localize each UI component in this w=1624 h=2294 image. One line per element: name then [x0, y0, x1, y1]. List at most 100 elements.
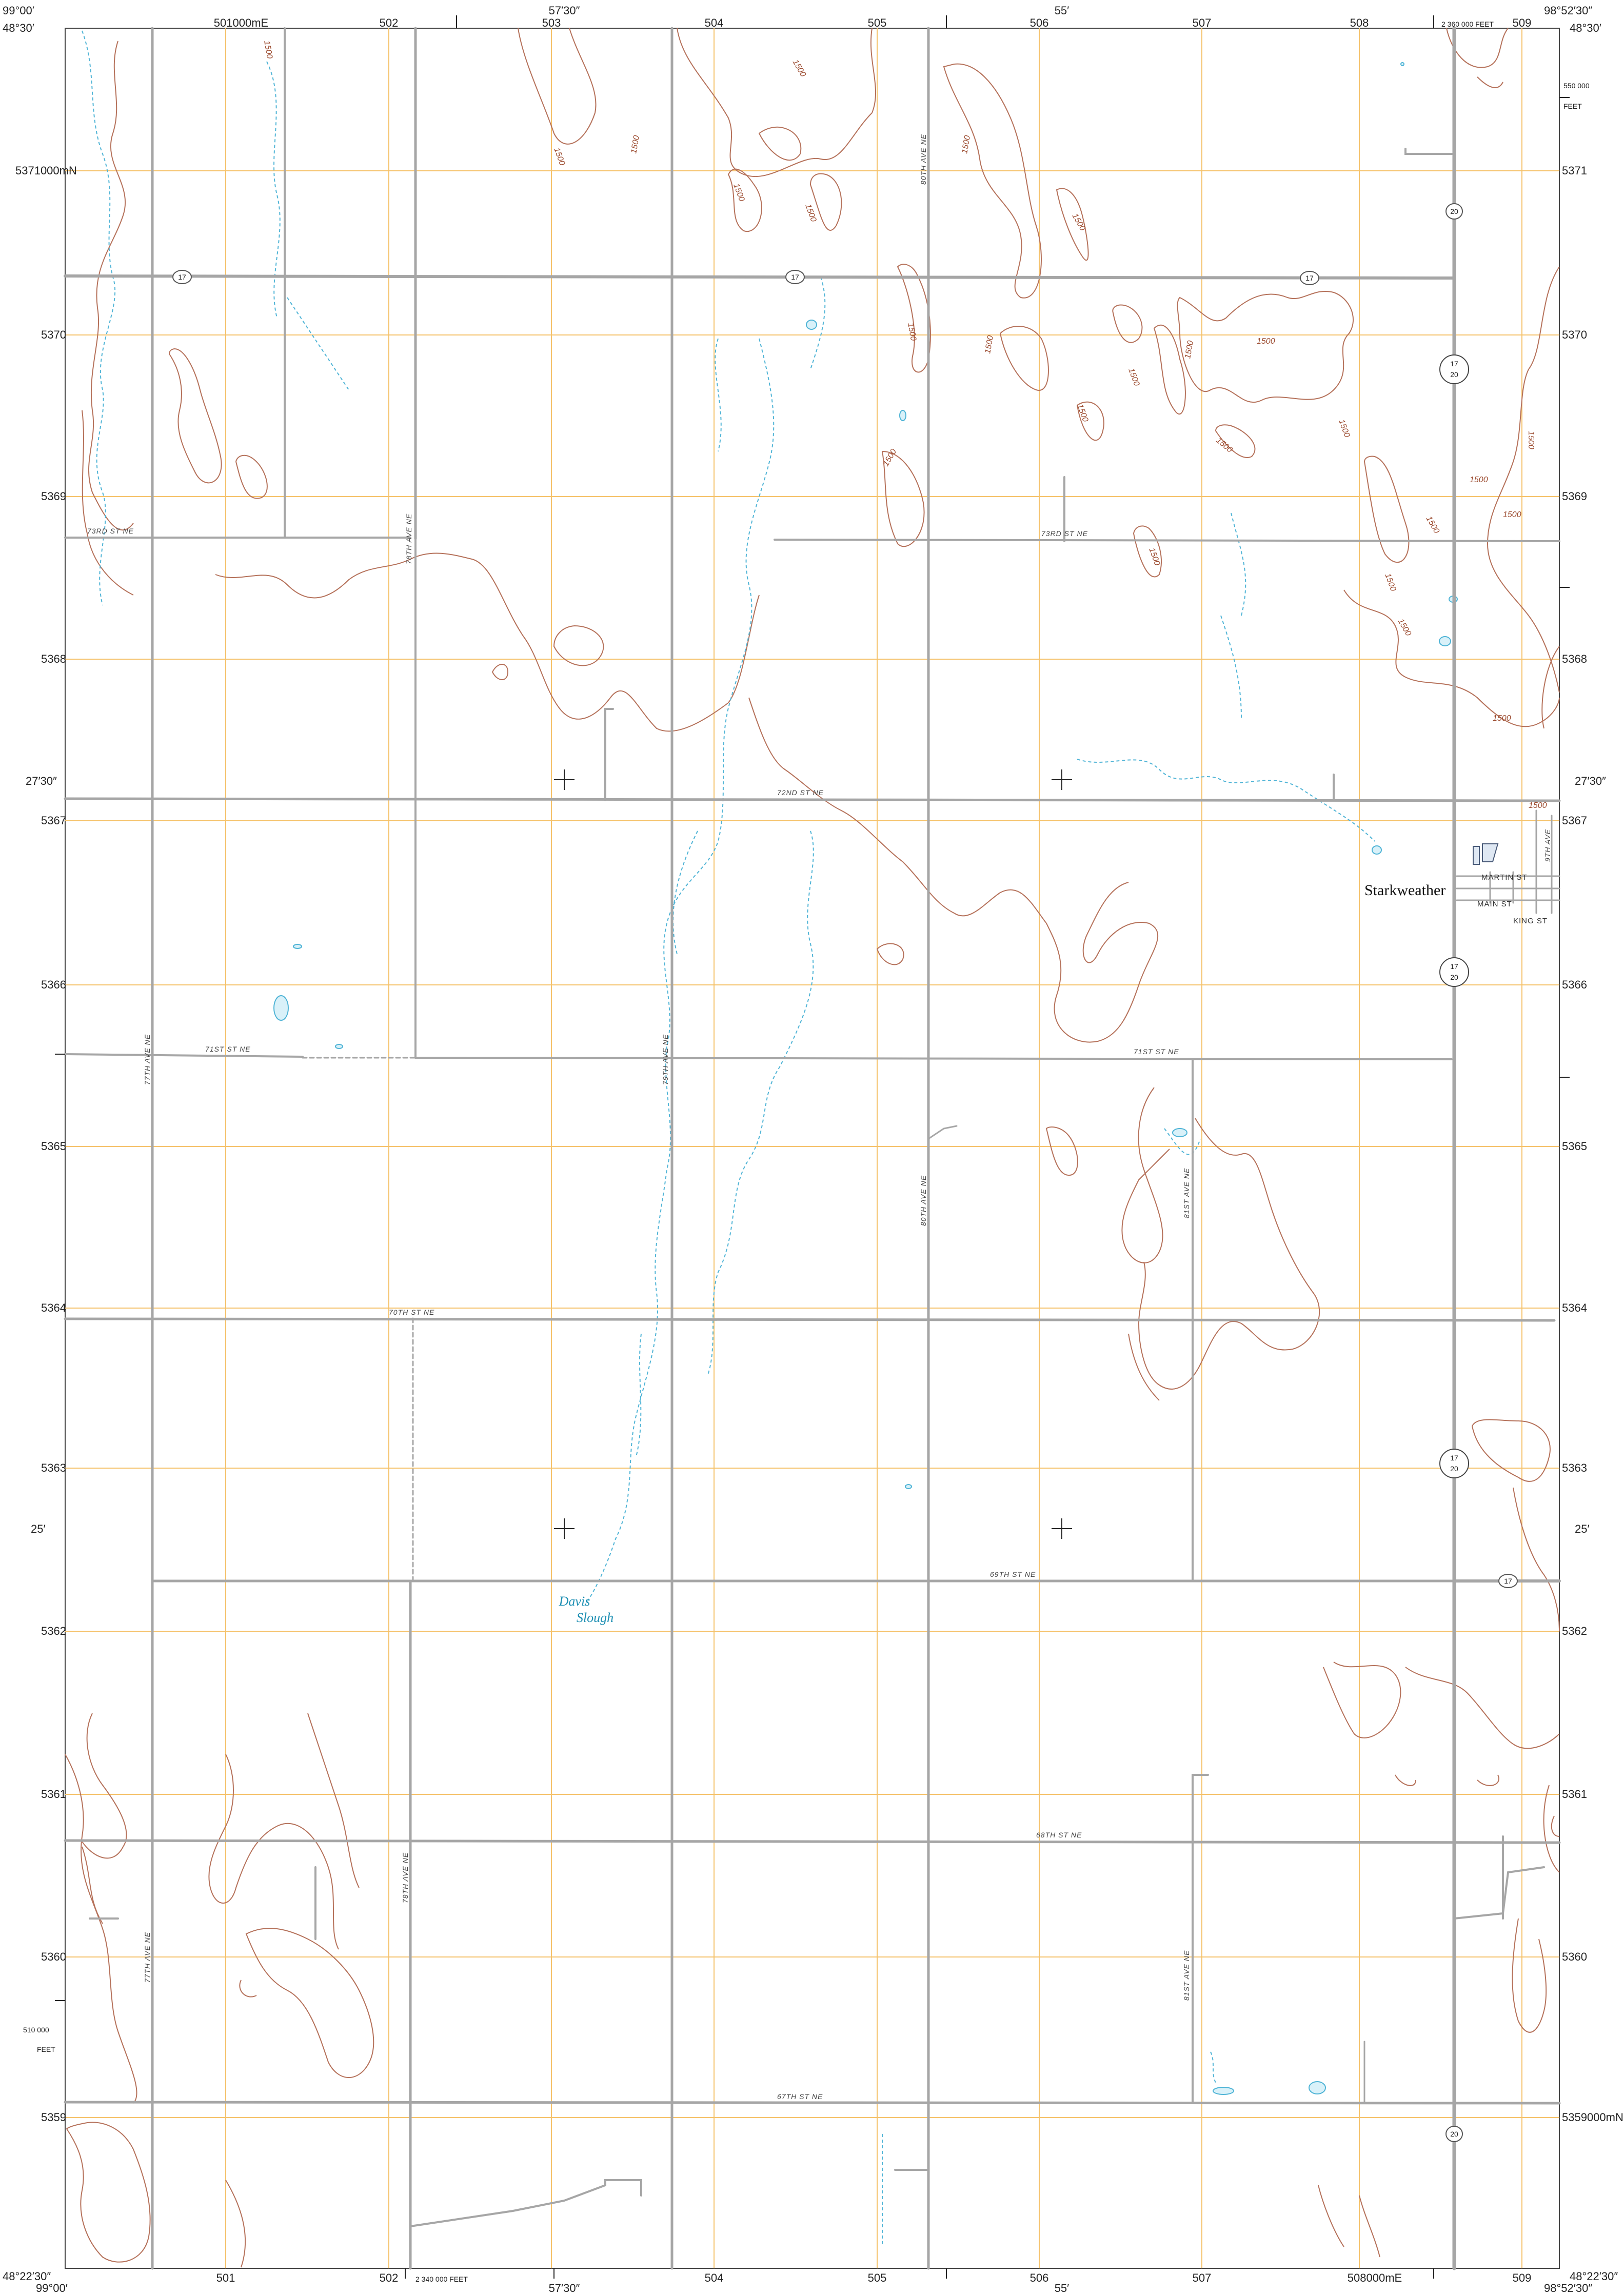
state-route-17-20-shield: 17 20	[1439, 354, 1469, 384]
svg-text:5367: 5367	[1562, 814, 1587, 827]
town-buildings	[1473, 843, 1499, 865]
road-label-78th-ave-north: 78TH AVE NE	[405, 513, 413, 564]
road-label-81st-ave-north: 81ST AVE NE	[1182, 1168, 1191, 1218]
road-label-70th-st: 70TH ST NE	[389, 1308, 434, 1316]
road-label-80th-ave-north: 80TH AVE NE	[919, 134, 927, 185]
road-label-71st-st-east: 71ST ST NE	[1134, 1047, 1179, 1056]
road-label-77th-ave-south: 77TH AVE NE	[143, 1932, 151, 1983]
svg-text:5364: 5364	[1562, 1301, 1587, 1314]
utm-easting-labels-bottom: 501 502 504 505 506 507 508000mE 509	[216, 2271, 1532, 2284]
utm-northing-labels-left: 5371000mN 5370 5369 5368 5367 5366 5365 …	[15, 164, 77, 2124]
svg-text:5366: 5366	[41, 978, 66, 991]
svg-text:1500: 1500	[1183, 340, 1195, 360]
svg-text:508: 508	[1350, 16, 1369, 29]
svg-text:1500: 1500	[1529, 801, 1547, 810]
town-starkweather: Starkweather MARTIN ST MAIN ST KING ST	[1364, 873, 1548, 925]
svg-text:506: 506	[1030, 16, 1049, 29]
svg-text:5369: 5369	[1562, 490, 1587, 503]
road-label-73rd-st-west: 73RD ST NE	[87, 527, 134, 535]
svg-text:5361: 5361	[1562, 1788, 1587, 1801]
svg-text:507: 507	[1193, 2271, 1212, 2284]
utm-easting-labels-top: 501000mE 502 503 504 505 506 507 508 509	[214, 16, 1532, 29]
svg-text:1500: 1500	[1470, 476, 1488, 484]
state-route-20-shield: 20	[1445, 203, 1463, 220]
svg-text:509: 509	[1513, 16, 1532, 29]
svg-text:5369: 5369	[41, 490, 66, 503]
road-label-68th-st: 68TH ST NE	[1036, 1831, 1082, 1839]
svg-text:5365: 5365	[1562, 1140, 1587, 1153]
svg-text:20: 20	[1450, 207, 1458, 215]
svg-text:99°00′: 99°00′	[36, 2282, 68, 2294]
state-route-17-shield: 17	[172, 270, 192, 284]
svg-text:5368: 5368	[41, 652, 66, 665]
svg-text:501000mE: 501000mE	[214, 16, 268, 29]
svg-text:27′30″: 27′30″	[26, 775, 57, 787]
road-label-73rd-st-east: 73RD ST NE	[1041, 529, 1088, 538]
road-label-80th-ave-south: 80TH AVE NE	[919, 1175, 927, 1226]
state-plane-labels: 2 360 000 FEET 550 000 FEET 510 000 FEET…	[23, 20, 1590, 2283]
street-main: MAIN ST	[1477, 900, 1512, 908]
utm-grid	[65, 28, 1559, 2268]
svg-text:5359000mN: 5359000mN	[1562, 2111, 1623, 2124]
utm-northing-labels-right: 5371 5370 5369 5368 5367 5366 5365 5364 …	[1562, 164, 1623, 2124]
state-route-20-shield: 20	[1445, 2126, 1463, 2142]
street-king: KING ST	[1513, 917, 1548, 925]
svg-text:1500: 1500	[1493, 714, 1511, 723]
svg-text:17: 17	[791, 273, 799, 281]
svg-text:506: 506	[1030, 2271, 1049, 2284]
svg-text:1500: 1500	[1257, 337, 1275, 346]
svg-text:48°30′: 48°30′	[3, 22, 34, 34]
svg-text:508000mE: 508000mE	[1348, 2271, 1402, 2284]
road-labels: 73RD ST NE 73RD ST NE 72ND ST NE 71ST ST…	[87, 134, 1552, 2101]
svg-text:5362: 5362	[1562, 1625, 1587, 1637]
svg-text:507: 507	[1193, 16, 1212, 29]
svg-text:501: 501	[216, 2271, 235, 2284]
svg-text:5367: 5367	[41, 814, 66, 827]
state-route-17-20-shield: 17 20	[1439, 1449, 1469, 1478]
road-label-9th-ave: 9TH AVE	[1543, 829, 1552, 862]
state-route-17-shield: 17	[1498, 1574, 1518, 1588]
road-label-81st-ave-south: 81ST AVE NE	[1182, 1950, 1191, 2001]
town-name: Starkweather	[1364, 882, 1445, 899]
svg-text:57′30″: 57′30″	[549, 2282, 580, 2294]
svg-text:1500: 1500	[629, 135, 641, 154]
svg-text:1500: 1500	[906, 322, 918, 342]
road-label-77th-ave-north: 77TH AVE NE	[143, 1034, 151, 1085]
svg-text:509: 509	[1513, 2271, 1532, 2284]
road-label-72nd-st: 72ND ST NE	[777, 788, 824, 797]
svg-text:57′30″: 57′30″	[549, 4, 580, 17]
corner-coordinates: 99°00′ 48°30′ 98°52′30″ 48°30′ 48°22′30″…	[3, 4, 1618, 2294]
svg-text:5370: 5370	[1562, 328, 1587, 341]
svg-text:505: 505	[868, 16, 887, 29]
svg-text:20: 20	[1450, 1465, 1458, 1473]
contour-lines	[65, 28, 1560, 2268]
svg-text:Davis: Davis	[559, 1594, 590, 1609]
svg-text:5366: 5366	[1562, 978, 1587, 991]
svg-text:505: 505	[868, 2271, 887, 2284]
road-label-69th-st: 69TH ST NE	[990, 1570, 1036, 1578]
svg-text:5370: 5370	[41, 328, 66, 341]
svg-text:1500: 1500	[960, 135, 972, 154]
svg-text:48°30′: 48°30′	[1570, 22, 1601, 34]
streams	[82, 30, 1375, 2247]
svg-text:20: 20	[1450, 973, 1458, 981]
svg-text:98°52′30″: 98°52′30″	[1544, 4, 1592, 17]
border-ticks	[55, 15, 1570, 2279]
svg-text:5371: 5371	[1562, 164, 1587, 177]
svg-text:17: 17	[1450, 962, 1458, 971]
svg-text:1500: 1500	[262, 40, 274, 60]
water-label: Davis Slough	[559, 1594, 613, 1625]
svg-text:5368: 5368	[1562, 652, 1587, 665]
svg-text:2 360 000 FEET: 2 360 000 FEET	[1441, 20, 1494, 28]
state-route-17-shield: 17	[785, 270, 805, 284]
road-label-79th-ave: 79TH AVE NE	[661, 1034, 669, 1085]
svg-text:502: 502	[380, 2271, 399, 2284]
svg-text:5364: 5364	[41, 1301, 66, 1314]
svg-text:55′: 55′	[1055, 2282, 1070, 2294]
road-label-78th-ave-south: 78TH AVE NE	[401, 1852, 409, 1903]
svg-text:5361: 5361	[41, 1788, 66, 1801]
svg-text:5360: 5360	[41, 1950, 66, 1963]
svg-text:99°00′: 99°00′	[3, 4, 34, 17]
road-label-71st-st-west: 71ST ST NE	[205, 1045, 251, 1053]
